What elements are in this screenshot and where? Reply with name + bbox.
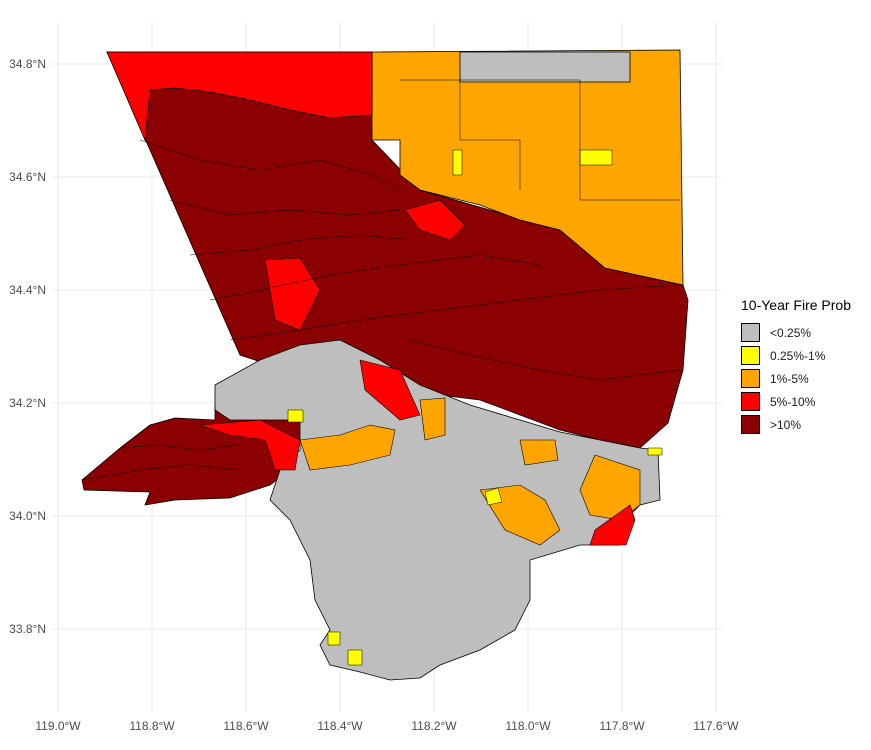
legend-swatch [741, 323, 760, 342]
region-gray-basin [214, 339, 661, 681]
region-yellow-6 [347, 649, 363, 666]
legend-swatch [741, 415, 760, 434]
region-yellow-4 [484, 487, 503, 506]
region-orange-ne [371, 49, 684, 286]
x-tick-label: 118.4°W [317, 719, 363, 733]
tract-boundaries [81, 79, 681, 481]
region-yellow-5 [327, 631, 341, 646]
x-axis-ticks: 119.0°W 118.8°W 118.6°W 118.4°W 118.2°W 118.0… [35, 719, 739, 733]
legend-swatch [741, 392, 760, 411]
y-tick-label: 33.8°N [9, 622, 46, 636]
region-yellow-7 [647, 447, 663, 456]
x-tick-label: 118.2°W [411, 719, 457, 733]
legend-item: 5%-10% [741, 390, 851, 413]
x-tick-label: 117.8°W [599, 719, 645, 733]
legend-swatch [741, 369, 760, 388]
region-orange-sgv [519, 439, 559, 466]
region-red-valley [359, 359, 421, 421]
y-tick-label: 34.4°N [9, 283, 46, 297]
legend-title: 10-Year Fire Prob [741, 297, 851, 313]
region-red-nw [106, 51, 373, 142]
legend-item: <0.25% [741, 321, 851, 344]
legend-label: >10% [770, 417, 802, 432]
x-tick-label: 118.0°W [505, 719, 551, 733]
region-yellow-1 [579, 149, 613, 166]
y-tick-label: 34.8°N [9, 57, 46, 71]
x-tick-label: 118.8°W [129, 719, 175, 733]
region-gray-top [459, 51, 631, 83]
legend-items: <0.25% 0.25%-1% 1%-5% 5%-10% >10% [741, 321, 851, 436]
x-tick-label: 117.6°W [693, 719, 739, 733]
legend-label: 5%-10% [770, 394, 816, 409]
legend-item: 0.25%-1% [741, 344, 851, 367]
region-red-santaclarita [264, 257, 321, 331]
region-yellow-3 [287, 409, 304, 423]
x-tick-label: 118.6°W [223, 719, 269, 733]
legend-label: <0.25% [770, 325, 812, 340]
region-red-malibu [199, 419, 301, 471]
y-axis-ticks: 34.8°N 34.6°N 34.4°N 34.2°N 34.0°N 33.8°N [9, 57, 46, 636]
legend-item: 1%-5% [741, 367, 851, 390]
region-orange-foothills [419, 397, 446, 441]
x-tick-label: 119.0°W [35, 719, 81, 733]
map-regions [81, 49, 689, 681]
y-tick-label: 34.2°N [9, 396, 46, 410]
region-red-north [404, 199, 466, 241]
y-tick-label: 34.0°N [9, 509, 46, 523]
region-orange-west [299, 424, 396, 471]
legend: 10-Year Fire Prob <0.25% 0.25%-1% 1%-5% 5%-… [741, 297, 851, 436]
legend-label: 0.25%-1% [770, 348, 826, 363]
legend-label: 1%-5% [770, 371, 809, 386]
region-yellow-2 [452, 149, 463, 176]
y-tick-label: 34.6°N [9, 170, 46, 184]
region-red-se [589, 504, 636, 546]
legend-item: >10% [741, 413, 851, 436]
legend-swatch [741, 346, 760, 365]
